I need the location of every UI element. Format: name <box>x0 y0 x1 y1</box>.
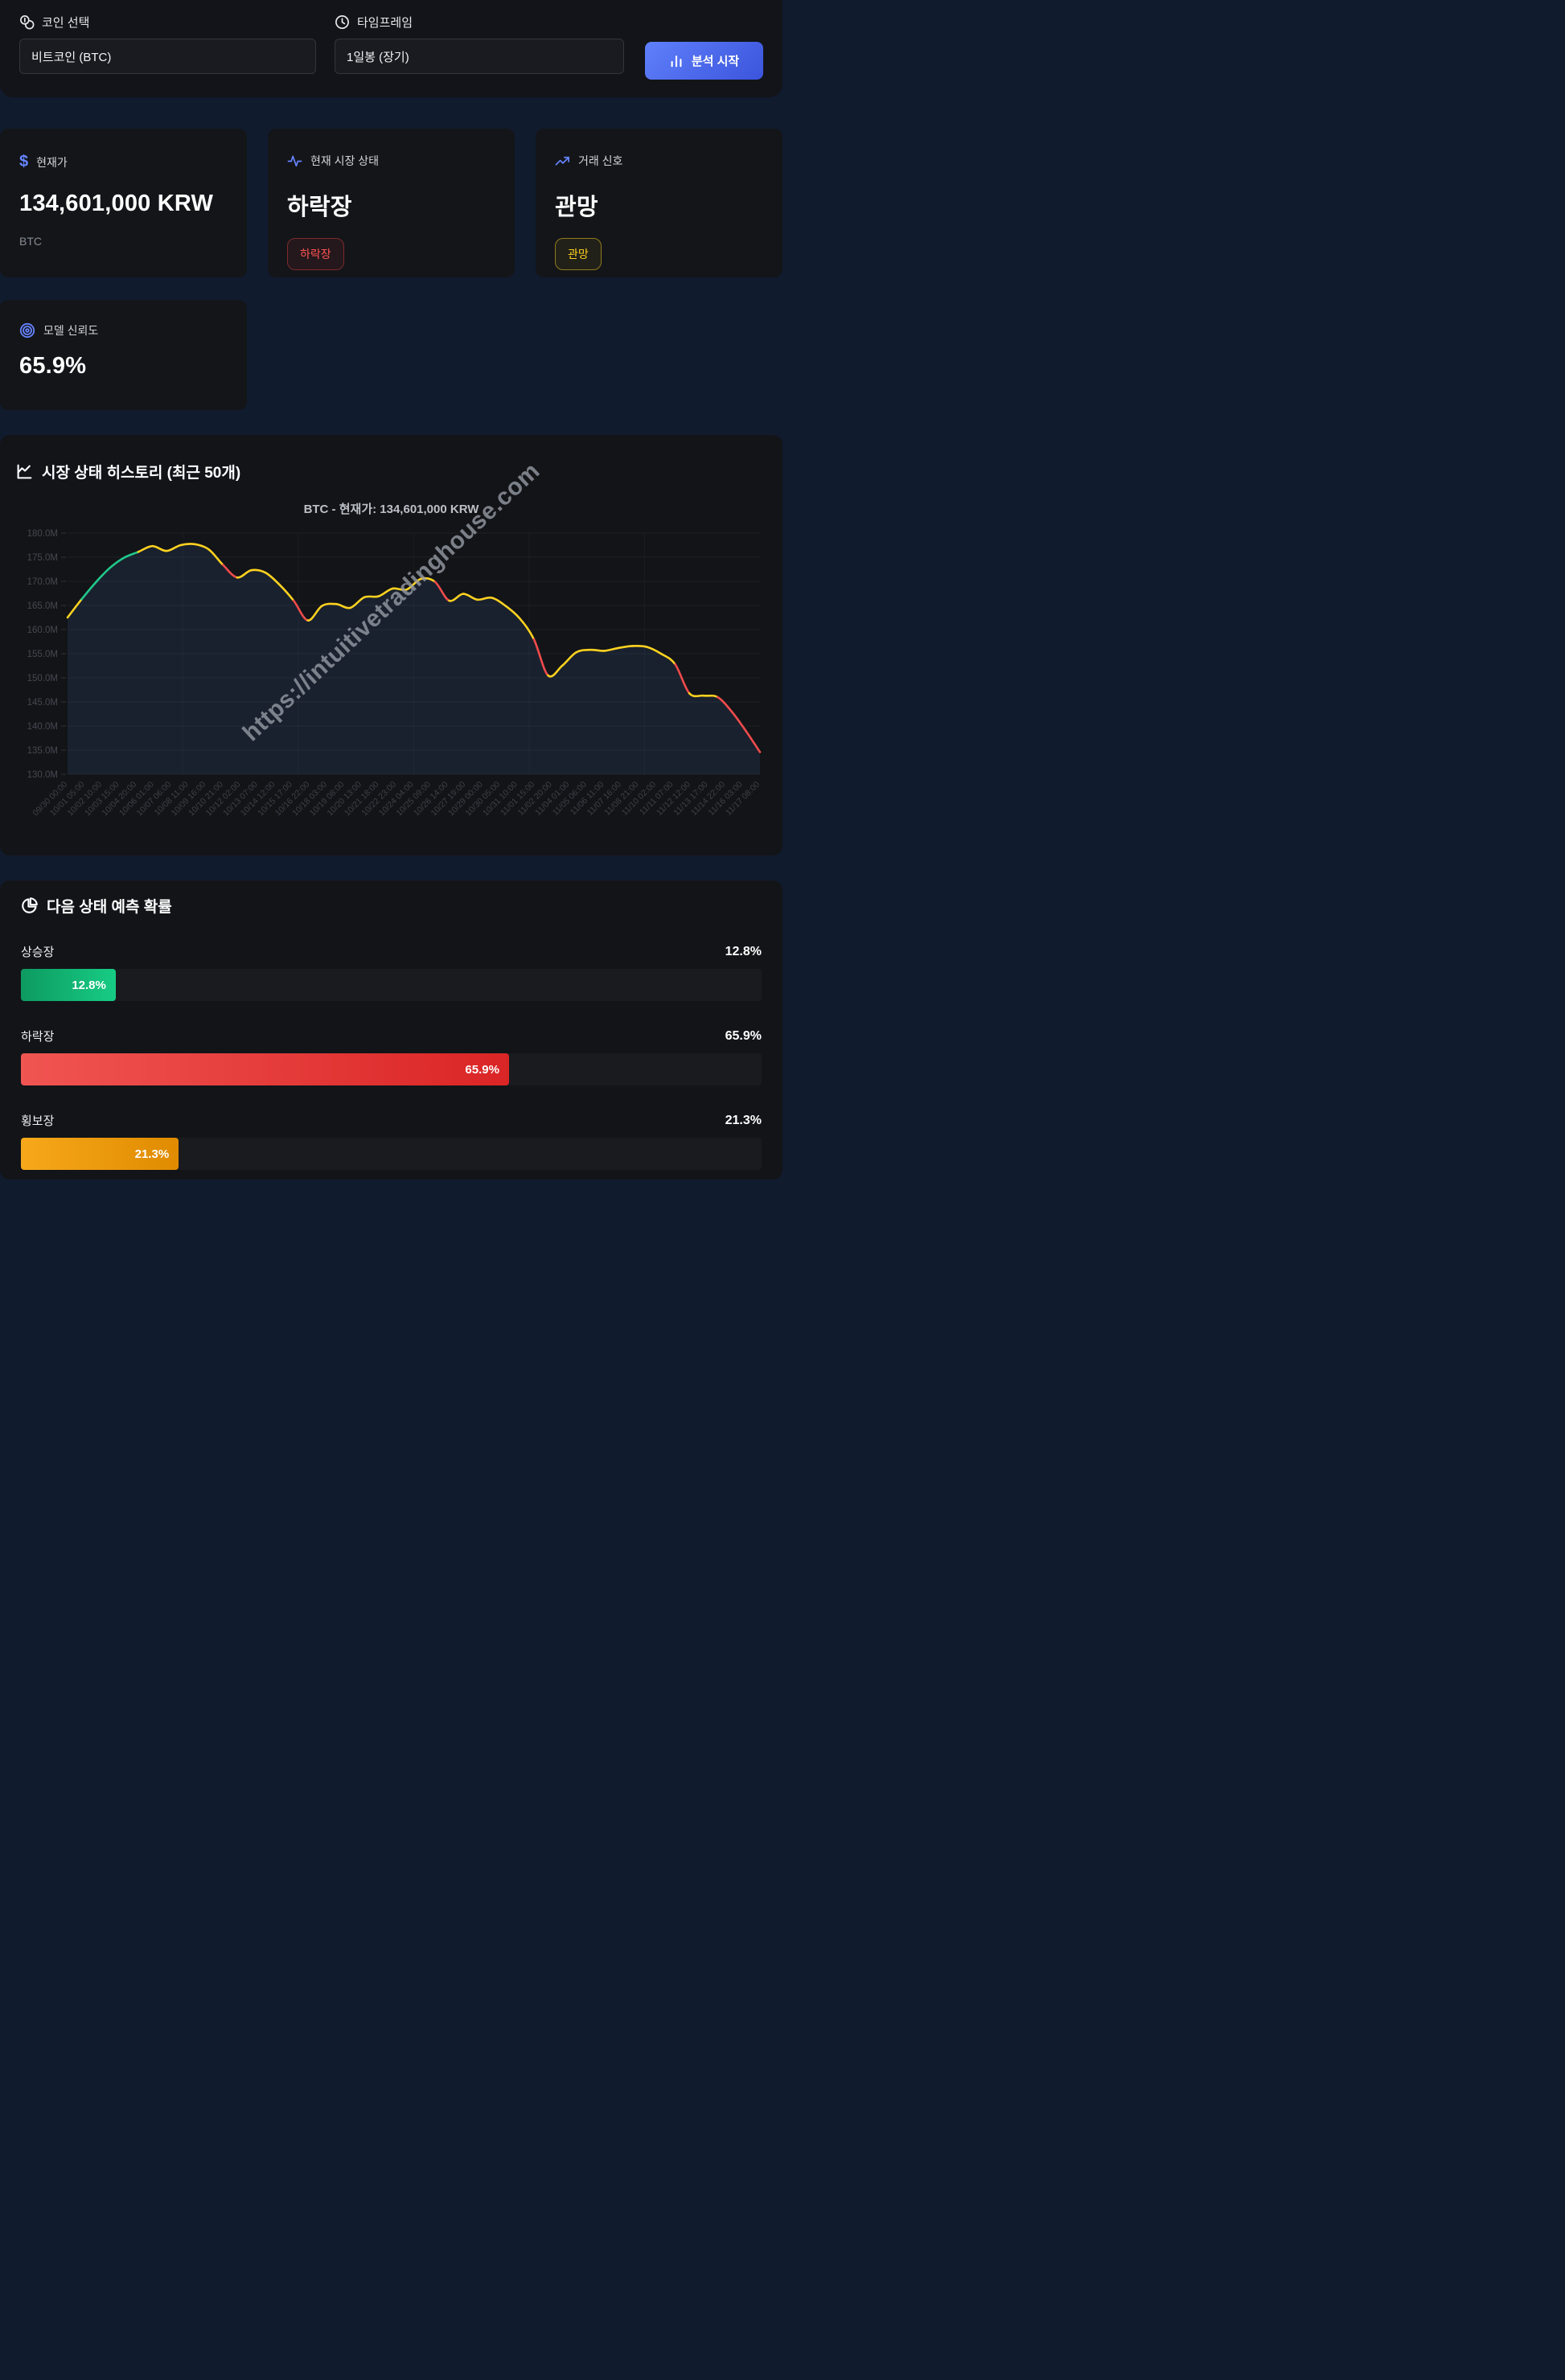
svg-text:145.0M: 145.0M <box>27 698 58 708</box>
activity-icon <box>287 154 302 169</box>
coin-select-value: 비트코인 (BTC) <box>31 50 112 64</box>
svg-text:180.0M: 180.0M <box>27 529 58 539</box>
prediction-title: 다음 상태 예측 확률 <box>47 899 172 916</box>
svg-text:130.0M: 130.0M <box>27 770 58 780</box>
bull-bar-value: 12.8% <box>72 978 106 992</box>
sideways-percent: 21.3% <box>725 1113 762 1127</box>
analyze-start-button[interactable]: 분석 시작 <box>645 42 763 80</box>
timeframe-select[interactable]: 1일봉 (장기) <box>335 39 624 74</box>
bear-bar-value: 65.9% <box>465 1062 499 1077</box>
market-state-value: 하락장 <box>287 195 352 220</box>
prediction-row-bull: 상승장 12.8% 12.8% <box>21 943 762 1001</box>
line-chart-icon <box>16 463 33 480</box>
svg-text:175.0M: 175.0M <box>27 553 58 563</box>
coins-icon <box>19 14 35 30</box>
model-confidence-label-row: 모델 신뢰도 <box>19 322 228 339</box>
bear-percent: 65.9% <box>725 1028 762 1043</box>
top-toolbar: 코인 선택 비트코인 (BTC) 타임프레임 1일봉 (장기) 분석 시작 <box>0 0 782 97</box>
model-confidence-value: 65.9% <box>19 353 87 379</box>
sideways-bar-track: 21.3% <box>21 1138 762 1170</box>
coin-select-field: 코인 선택 비트코인 (BTC) <box>19 13 316 97</box>
trade-signal-badge: 관망 <box>555 238 602 270</box>
current-price-label: 현재가 <box>36 155 68 169</box>
timeframe-select-value: 1일봉 (장기) <box>347 50 409 64</box>
market-state-badge: 하락장 <box>287 238 344 270</box>
model-confidence-card: 모델 신뢰도 65.9% <box>0 300 247 410</box>
current-price-card: $ 현재가 134,601,000 KRW BTC <box>0 129 247 277</box>
bull-percent: 12.8% <box>725 944 762 958</box>
dollar-icon: $ <box>19 153 29 170</box>
stat-cards-row: $ 현재가 134,601,000 KRW BTC 현재 시장 상태 하락장 하… <box>0 129 782 277</box>
bear-bar-fill: 65.9% <box>21 1053 509 1085</box>
analyze-button-label: 분석 시작 <box>691 55 740 68</box>
trade-signal-label: 거래 신호 <box>578 154 623 167</box>
trade-signal-card: 거래 신호 관망 관망 <box>536 129 782 277</box>
timeframe-label-row: 타임프레임 <box>335 13 624 31</box>
coin-select-label-row: 코인 선택 <box>19 13 316 31</box>
svg-text:150.0M: 150.0M <box>27 674 58 683</box>
timeframe-label: 타임프레임 <box>357 15 413 30</box>
timeframe-field: 타임프레임 1일봉 (장기) <box>335 13 624 97</box>
svg-text:140.0M: 140.0M <box>27 722 58 732</box>
current-price-symbol: BTC <box>19 235 42 248</box>
trade-signal-label-row: 거래 신호 <box>555 153 763 169</box>
coin-select[interactable]: 비트코인 (BTC) <box>19 39 316 74</box>
prediction-card: 다음 상태 예측 확률 상승장 12.8% 12.8% 하락장 65.9% 65… <box>0 880 782 1180</box>
sideways-label: 횡보장 <box>21 1114 55 1128</box>
bear-bar-track: 65.9% <box>21 1053 762 1085</box>
bull-bar-fill: 12.8% <box>21 969 116 1001</box>
chart-title: BTC - 현재가: 134,601,000 KRW <box>303 503 479 516</box>
trending-up-icon <box>555 154 570 169</box>
prediction-header: 다음 상태 예측 확률 <box>21 895 762 917</box>
sideways-bar-value: 21.3% <box>134 1147 170 1161</box>
bear-label: 하락장 <box>21 1030 55 1044</box>
coin-select-label: 코인 선택 <box>42 15 90 30</box>
market-history-header: 시장 상태 히스토리 (최근 50개) <box>16 461 766 482</box>
market-history-title: 시장 상태 히스토리 (최근 50개) <box>42 465 241 482</box>
current-price-value: 134,601,000 KRW <box>19 191 214 216</box>
prediction-row-sideways: 횡보장 21.3% 21.3% <box>21 1112 762 1170</box>
svg-text:160.0M: 160.0M <box>27 626 58 635</box>
svg-text:165.0M: 165.0M <box>27 601 58 611</box>
clock-icon <box>335 14 350 30</box>
pie-chart-icon <box>21 897 38 914</box>
market-state-label: 현재 시장 상태 <box>310 154 380 167</box>
current-price-label-row: $ 현재가 <box>19 153 228 171</box>
trade-signal-value: 관망 <box>555 195 598 220</box>
svg-text:135.0M: 135.0M <box>27 746 58 756</box>
market-state-card: 현재 시장 상태 하락장 하락장 <box>268 129 515 277</box>
prediction-row-bear: 하락장 65.9% 65.9% <box>21 1028 762 1085</box>
model-confidence-label: 모델 신뢰도 <box>43 324 99 337</box>
market-history-card: 시장 상태 히스토리 (최근 50개) BTC - 현재가: 134,601,0… <box>0 435 782 856</box>
sideways-bar-fill: 21.3% <box>21 1138 179 1170</box>
svg-text:170.0M: 170.0M <box>27 577 58 587</box>
market-state-label-row: 현재 시장 상태 <box>287 153 495 169</box>
bar-chart-icon <box>669 54 684 68</box>
svg-text:155.0M: 155.0M <box>27 650 58 659</box>
target-icon <box>19 322 35 339</box>
bull-label: 상승장 <box>21 946 55 959</box>
market-history-chart: 180.0M 175.0M 170.0M 165.0M 160.0M 155.0M 150.… <box>27 529 762 818</box>
bull-bar-track: 12.8% <box>21 969 762 1001</box>
